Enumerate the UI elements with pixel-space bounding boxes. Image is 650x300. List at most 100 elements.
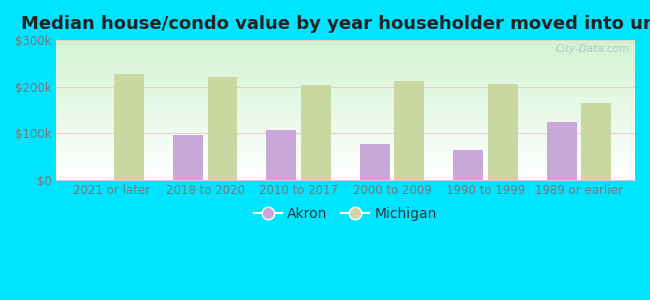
Bar bbox=[56, 164, 635, 165]
Bar bbox=[56, 115, 635, 116]
Bar bbox=[56, 172, 635, 173]
Bar bbox=[56, 77, 635, 78]
Bar bbox=[56, 79, 635, 80]
Bar bbox=[56, 145, 635, 146]
Bar bbox=[56, 48, 635, 49]
Bar bbox=[56, 92, 635, 93]
Bar bbox=[56, 106, 635, 107]
Bar bbox=[56, 136, 635, 137]
Bar bbox=[56, 157, 635, 158]
Bar bbox=[56, 163, 635, 164]
Bar bbox=[56, 111, 635, 112]
Bar bbox=[56, 89, 635, 90]
Bar bbox=[56, 44, 635, 45]
Bar bbox=[56, 166, 635, 167]
Bar bbox=[56, 119, 635, 120]
Bar bbox=[56, 56, 635, 57]
Bar bbox=[56, 105, 635, 106]
Bar bbox=[56, 70, 635, 71]
Bar bbox=[56, 162, 635, 163]
Bar bbox=[56, 65, 635, 66]
Bar bbox=[56, 143, 635, 144]
Bar bbox=[56, 140, 635, 141]
Bar bbox=[56, 59, 635, 60]
Bar bbox=[56, 93, 635, 94]
Bar bbox=[56, 43, 635, 44]
Bar bbox=[56, 83, 635, 84]
Bar bbox=[56, 159, 635, 160]
Bar bbox=[56, 168, 635, 169]
Bar bbox=[56, 41, 635, 42]
Bar bbox=[56, 67, 635, 68]
Bar bbox=[56, 42, 635, 43]
Bar bbox=[56, 68, 635, 69]
Bar bbox=[56, 173, 635, 174]
Bar bbox=[56, 142, 635, 143]
Bar bbox=[56, 141, 635, 142]
Bar bbox=[56, 78, 635, 79]
Bar bbox=[56, 122, 635, 123]
Bar bbox=[56, 60, 635, 61]
Bar bbox=[56, 88, 635, 89]
Bar bbox=[266, 130, 296, 180]
Bar bbox=[56, 94, 635, 95]
Bar bbox=[56, 133, 635, 134]
Bar bbox=[56, 147, 635, 148]
Bar bbox=[56, 170, 635, 171]
Bar bbox=[56, 100, 635, 101]
Bar bbox=[56, 112, 635, 113]
Bar bbox=[56, 160, 635, 161]
Bar bbox=[56, 61, 635, 62]
Bar bbox=[56, 179, 635, 180]
Bar bbox=[395, 81, 424, 180]
Bar bbox=[56, 80, 635, 81]
Bar bbox=[56, 72, 635, 73]
Bar bbox=[56, 134, 635, 135]
Bar bbox=[56, 63, 635, 64]
Bar bbox=[56, 55, 635, 56]
Bar bbox=[56, 46, 635, 47]
Bar bbox=[56, 169, 635, 170]
Bar bbox=[56, 76, 635, 77]
Bar bbox=[56, 102, 635, 103]
Bar bbox=[56, 87, 635, 88]
Bar bbox=[56, 139, 635, 140]
Bar bbox=[114, 74, 144, 180]
Bar bbox=[56, 152, 635, 153]
Bar bbox=[56, 66, 635, 67]
Bar bbox=[56, 165, 635, 166]
Bar bbox=[56, 121, 635, 122]
Bar bbox=[56, 74, 635, 75]
Bar bbox=[56, 126, 635, 127]
Bar bbox=[56, 104, 635, 105]
Legend: Akron, Michigan: Akron, Michigan bbox=[248, 201, 443, 226]
Bar bbox=[56, 40, 635, 41]
Bar bbox=[56, 171, 635, 172]
Bar bbox=[56, 49, 635, 50]
Bar bbox=[56, 101, 635, 102]
Bar bbox=[56, 64, 635, 65]
Bar bbox=[56, 97, 635, 98]
Bar bbox=[56, 103, 635, 104]
Bar bbox=[56, 149, 635, 150]
Bar bbox=[56, 135, 635, 136]
Bar bbox=[56, 107, 635, 108]
Bar bbox=[56, 47, 635, 48]
Bar bbox=[56, 85, 635, 86]
Bar bbox=[56, 150, 635, 151]
Bar bbox=[56, 178, 635, 179]
Bar bbox=[56, 156, 635, 157]
Bar bbox=[56, 129, 635, 130]
Bar bbox=[207, 77, 237, 180]
Bar bbox=[56, 174, 635, 175]
Bar bbox=[56, 75, 635, 76]
Bar bbox=[56, 73, 635, 74]
Bar bbox=[56, 116, 635, 117]
Bar bbox=[56, 99, 635, 100]
Bar bbox=[56, 125, 635, 126]
Bar bbox=[56, 57, 635, 58]
Bar bbox=[56, 90, 635, 91]
Bar bbox=[56, 52, 635, 53]
Bar bbox=[56, 51, 635, 52]
Bar bbox=[56, 146, 635, 147]
